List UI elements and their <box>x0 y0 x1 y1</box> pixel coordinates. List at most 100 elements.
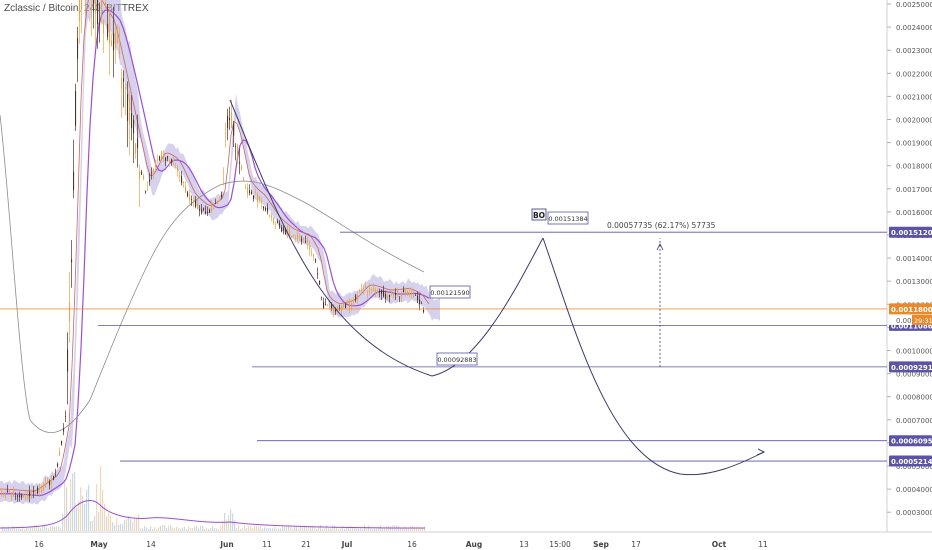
measure-arrow <box>656 243 664 251</box>
candle-body <box>227 115 229 129</box>
candle-body <box>219 197 221 199</box>
volume-bar <box>330 528 332 531</box>
volume-bar <box>264 527 266 531</box>
badge-bg <box>889 455 932 467</box>
volume-bar <box>72 473 74 531</box>
countdown-bg <box>912 314 932 325</box>
candles <box>1 0 425 503</box>
volume-bar <box>278 528 280 531</box>
candle-body <box>209 209 211 213</box>
candle-body <box>289 230 291 237</box>
measure-text: 0.00057735 (62.17%) 57735 <box>607 221 716 230</box>
volume-bar <box>422 527 424 531</box>
x-tick-label: Jul <box>341 540 353 549</box>
countdown-text: 29:31 <box>914 317 932 325</box>
candle-body <box>27 495 29 499</box>
volume-bar <box>280 528 282 531</box>
volume-bar <box>248 526 250 531</box>
candle-body <box>155 162 157 166</box>
candle-body <box>261 200 263 204</box>
volume-bar <box>202 526 204 531</box>
candle-body <box>349 300 351 309</box>
volume-bar <box>126 519 128 531</box>
candle-body <box>299 235 301 238</box>
candle-body <box>167 156 169 159</box>
candle-body <box>153 169 155 173</box>
candle-body <box>313 254 315 257</box>
volume-bar <box>390 526 392 531</box>
x-tick-label: Sep <box>593 540 609 549</box>
volume-bar <box>8 526 10 531</box>
candle-body <box>197 204 199 209</box>
drawings[interactable]: 0.00057735 (62.17%) 57735 BO <box>229 99 766 476</box>
candle-body <box>51 478 53 484</box>
volume-bar <box>402 527 404 531</box>
volume-bar <box>352 526 354 531</box>
x-tick-label: May <box>90 540 107 549</box>
candle-body <box>175 163 177 164</box>
volume-bar <box>410 526 412 531</box>
candle-body <box>259 196 261 201</box>
candle-body <box>177 167 179 172</box>
volume-bar <box>20 528 22 531</box>
candle-body <box>181 176 183 183</box>
volume-bar <box>348 527 350 531</box>
volume-bar <box>206 527 208 531</box>
volume-bar <box>354 527 356 531</box>
horizontal-levels[interactable] <box>0 231 887 462</box>
candle-body <box>255 193 257 195</box>
candle-body <box>63 428 65 432</box>
candle-body <box>271 215 273 218</box>
candle-body <box>309 245 311 250</box>
volume-bar <box>254 525 256 531</box>
volume-bar <box>52 526 54 531</box>
candle-body <box>195 200 197 207</box>
candle-body <box>351 303 353 305</box>
volume-bar <box>414 528 416 531</box>
volume-bar <box>170 525 172 531</box>
bo-text: BO <box>533 211 545 220</box>
volume-bar <box>320 525 322 531</box>
volume-bar <box>214 527 216 531</box>
volume-bar <box>332 525 334 531</box>
time-axis[interactable]: 16 May 14 Jun 11 21 Jul 16 Aug 13 15:00 Sep 17 Oct 11 <box>34 540 768 549</box>
volume-bar <box>32 526 34 531</box>
price-callout: 0.00092883 <box>436 352 478 366</box>
candle-body <box>31 493 33 499</box>
volume-bar <box>46 527 48 531</box>
bo-box <box>531 208 547 221</box>
candle-body <box>379 290 381 293</box>
volume-bar <box>282 526 284 531</box>
volume-bar <box>36 525 38 531</box>
candle-body <box>251 191 253 195</box>
volume-bar <box>84 504 86 531</box>
volume-ma-line <box>0 500 426 529</box>
candle-body <box>29 492 31 497</box>
candle-body <box>279 222 281 227</box>
candle-body <box>1 490 3 492</box>
volume-bar <box>258 526 260 531</box>
candle-body <box>205 211 207 214</box>
candle-body <box>137 138 139 148</box>
candle-body <box>275 223 277 225</box>
volume-bar <box>370 528 372 531</box>
callout-box <box>436 352 478 366</box>
candle-body <box>39 489 41 491</box>
volume-bar <box>140 528 142 531</box>
candle-body <box>257 194 259 202</box>
ma-red-line <box>0 0 430 492</box>
candle-body <box>199 208 201 211</box>
volume-bar <box>406 528 408 531</box>
x-tick-label: 13 <box>519 540 529 549</box>
volume-bar <box>102 489 104 531</box>
candle-body <box>249 190 251 194</box>
candle-body <box>295 237 297 239</box>
candle-body <box>109 12 111 44</box>
volume-bar <box>292 528 294 531</box>
candle-body <box>263 206 265 209</box>
volume-bar <box>56 526 58 531</box>
